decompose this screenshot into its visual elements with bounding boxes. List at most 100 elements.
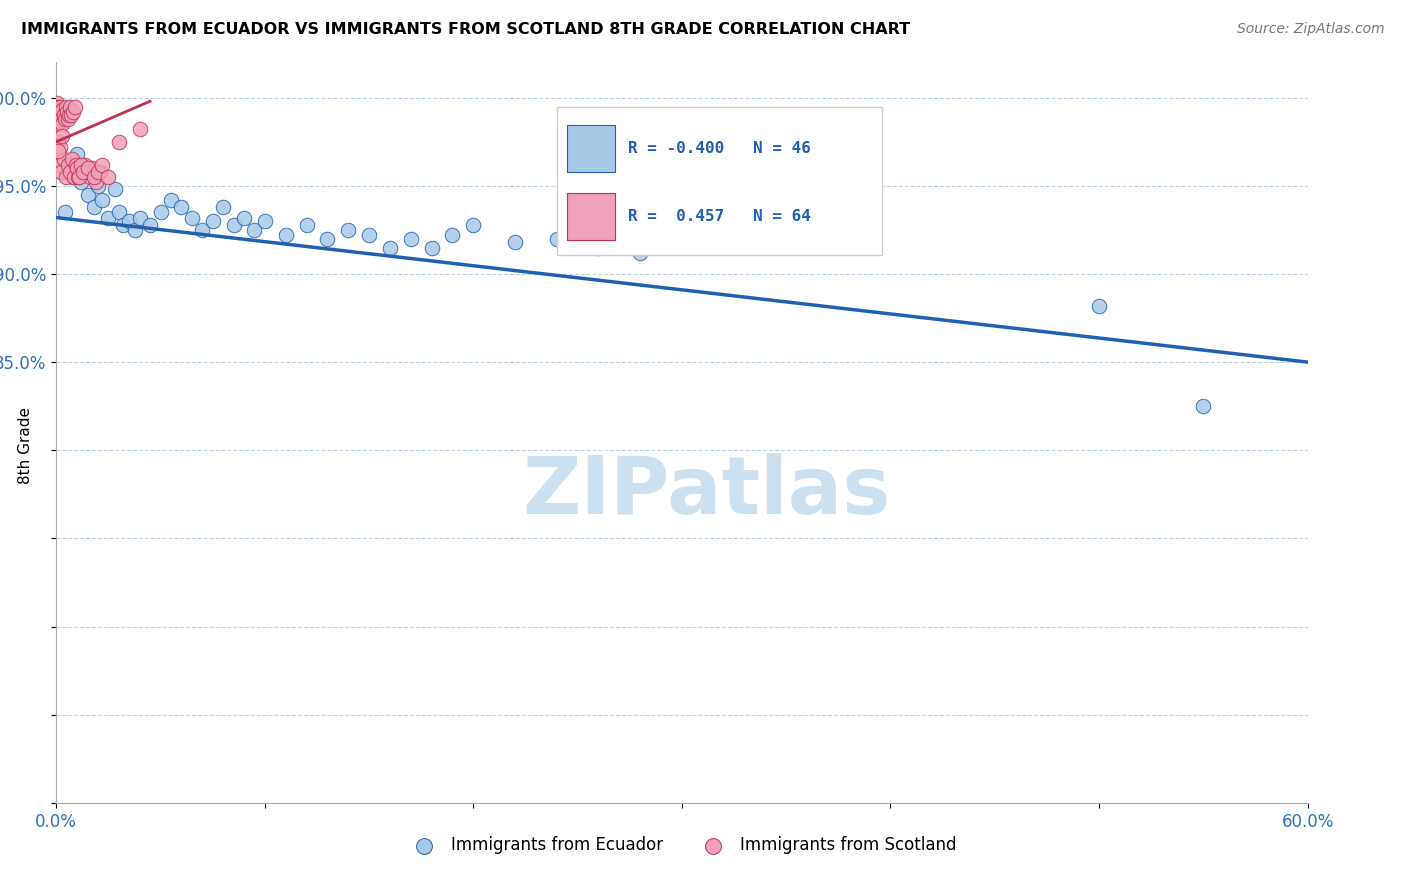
Point [48,112,70,126]
Point [62,169,84,184]
Point [46,95,69,110]
Point [55,104,77,119]
Point [1088,299,1111,313]
Point [72,165,94,179]
Point [59,108,82,122]
Point [45,103,67,117]
Point [316,232,339,246]
Point [59,99,82,113]
Point [67,169,90,184]
Point [139,218,162,232]
Text: IMMIGRANTS FROM ECUADOR VS IMMIGRANTS FROM SCOTLAND 8TH GRADE CORRELATION CHART: IMMIGRANTS FROM ECUADOR VS IMMIGRANTS FR… [21,22,910,37]
Point [58,108,80,122]
Point [63,99,86,113]
Point [91,193,114,207]
Point [48,158,70,172]
Point [170,200,193,214]
Point [72,165,94,179]
Point [87,165,110,179]
Point [546,232,568,246]
Point [463,218,485,232]
Point [70,158,93,172]
Point [118,214,141,228]
Point [80,161,103,176]
Point [108,135,131,149]
Point [212,200,235,214]
Point [52,108,75,122]
Point [191,223,214,237]
Point [76,187,98,202]
Point [222,218,245,232]
Point [51,117,73,131]
Point [441,228,464,243]
Point [97,211,120,225]
Point [79,169,101,184]
Point [588,240,610,254]
Point [108,205,131,219]
Point [243,223,266,237]
Point [49,99,72,113]
Point [49,104,72,119]
Point [149,205,172,219]
Point [160,193,183,207]
Point [295,218,318,232]
Point [83,200,105,214]
Point [48,108,70,122]
Point [55,165,77,179]
Point [48,104,70,119]
Point [53,205,76,219]
Point [67,169,90,184]
Text: Source: ZipAtlas.com: Source: ZipAtlas.com [1237,22,1385,37]
Point [378,240,401,254]
Point [46,99,69,113]
Point [46,101,69,115]
Point [124,223,146,237]
Point [62,104,84,119]
Point [69,161,91,176]
Point [55,99,77,113]
Point [180,211,202,225]
Point [65,158,87,172]
Point [84,175,107,189]
Point [420,240,443,254]
Point [87,178,110,193]
Point [46,104,69,119]
Point [49,108,72,122]
Point [48,103,70,117]
Point [48,117,70,131]
Point [76,161,98,176]
Point [253,214,276,228]
Point [91,158,114,172]
Point [49,112,72,126]
Point [503,235,526,250]
Text: ZIPatlas: ZIPatlas [523,453,891,531]
Point [111,218,134,232]
Point [46,144,69,158]
Point [233,211,256,225]
Point [128,122,150,136]
Point [1192,399,1215,413]
Point [104,182,127,196]
Point [49,140,72,154]
Point [89,165,111,179]
Legend: Immigrants from Ecuador, Immigrants from Scotland: Immigrants from Ecuador, Immigrants from… [401,830,963,861]
Point [46,106,69,120]
Point [83,169,105,184]
Point [59,165,82,179]
Point [51,103,73,117]
Point [63,169,86,184]
Point [274,228,297,243]
Point [337,223,360,237]
Point [128,211,150,225]
Point [53,112,76,126]
Point [51,108,73,122]
Point [60,153,83,167]
Point [46,108,69,122]
Point [51,129,73,144]
Point [52,153,75,167]
Point [45,99,67,113]
Point [201,214,224,228]
Point [51,165,73,179]
Point [46,112,69,126]
Point [671,223,693,237]
